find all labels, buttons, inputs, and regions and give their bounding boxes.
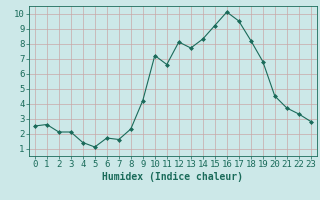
X-axis label: Humidex (Indice chaleur): Humidex (Indice chaleur) [102,172,243,182]
